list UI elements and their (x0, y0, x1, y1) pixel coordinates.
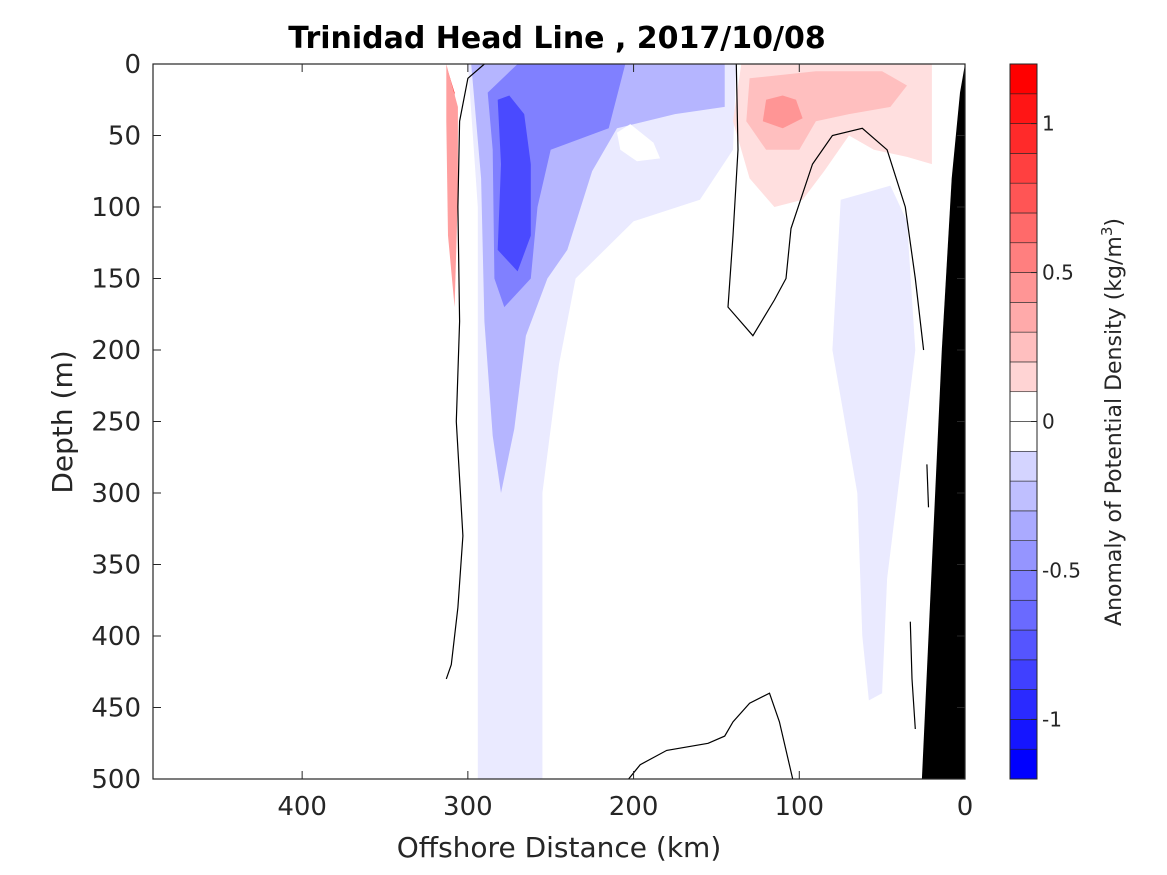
zero-contour-shelf (926, 464, 930, 508)
colorbar-band (1009, 599, 1038, 631)
y-tick-label-400: 400 (91, 622, 141, 652)
colorbar-band (1009, 302, 1038, 333)
y-tick-label-150: 150 (91, 265, 141, 295)
x-tick-label-100: 100 (774, 792, 824, 822)
colorbar-band (1009, 361, 1038, 393)
colorbar-band (1009, 242, 1038, 273)
bathymetry (921, 64, 965, 779)
colorbar-band (1009, 63, 1038, 95)
colorbar-band (1009, 480, 1038, 512)
colorbar-bands (1009, 63, 1038, 780)
y-tick-label-250: 250 (91, 408, 141, 438)
zero-contour-mid (727, 64, 925, 351)
colorbar-tick-label-0: 0 (1042, 410, 1055, 434)
x-axis: 400 300 200 100 0 (277, 64, 973, 822)
contour-region-red-band-west (446, 64, 458, 308)
y-tick-label-200: 200 (91, 336, 141, 366)
colorbar-label-superscript: 3 (1098, 227, 1116, 237)
y-tick-label-500: 500 (91, 765, 141, 795)
colorbar-label: Anomaly of Potential Density (kg/m3) (1098, 218, 1127, 626)
x-axis-label: Offshore Distance (km) (397, 831, 722, 864)
contour-region-blue-core (497, 95, 531, 272)
colorbar-tick-label-0.5: 0.5 (1042, 261, 1074, 285)
zero-contours (445, 64, 930, 779)
colorbar-band (1009, 421, 1038, 452)
colorbar-band (1009, 570, 1038, 601)
colorbar-band (1009, 272, 1038, 303)
colorbar-band (1009, 123, 1038, 154)
colorbar-band (1009, 450, 1038, 482)
x-tick-label-400: 400 (277, 792, 327, 822)
y-tick-label-350: 350 (91, 551, 141, 581)
colorbar-band (1009, 182, 1038, 214)
contour-region-white-gap (617, 124, 661, 162)
zero-contour-deep (628, 692, 794, 779)
colorbar-band (1009, 629, 1038, 661)
colorbar-label-main: Anomaly of Potential Density (kg/m (1102, 236, 1127, 626)
colorbar-band (1009, 93, 1038, 124)
colorbar-label-suffix: ) (1102, 218, 1127, 227)
x-tick-label-300: 300 (443, 792, 493, 822)
contour-region-red-core-east (762, 95, 803, 129)
bathymetry-wedge (921, 64, 965, 779)
colorbar-tick-label--1: -1 (1042, 707, 1062, 731)
colorbar-band (1009, 510, 1038, 541)
colorbar-band (1009, 748, 1038, 780)
colorbar-band (1009, 659, 1038, 690)
colorbar-band (1009, 719, 1038, 750)
y-tick-label-450: 450 (91, 694, 141, 724)
colorbar-ticks: 1 0.5 0 -0.5 -1 (1031, 112, 1081, 731)
y-tick-label-0: 0 (124, 50, 141, 80)
colorbar-tick-label-1: 1 (1042, 112, 1055, 136)
colorbar-band (1009, 153, 1038, 184)
colorbar-band (1009, 331, 1038, 363)
plot-area (152, 63, 966, 780)
y-tick-label-50: 50 (108, 122, 141, 152)
zero-contour-west (445, 64, 485, 680)
y-axis: 0 50 100 150 200 250 300 350 400 450 500 (91, 50, 965, 795)
contour-region-blue-nearshore (832, 185, 916, 701)
colorbar-band (1009, 689, 1038, 720)
colorbar-band (1009, 540, 1038, 571)
y-axis-label: Depth (m) (46, 350, 79, 493)
x-tick-label-200: 200 (609, 792, 659, 822)
colorbar-band (1009, 391, 1038, 422)
colorbar-tick-label--0.5: -0.5 (1042, 558, 1081, 582)
colorbar-band (1009, 212, 1038, 244)
x-tick-label-0: 0 (957, 792, 974, 822)
y-tick-label-100: 100 (91, 193, 141, 223)
chart-title: Trinidad Head Line , 2017/10/08 (288, 21, 825, 56)
colorbar: 1 0.5 0 -0.5 -1 (1009, 63, 1081, 780)
filled-contours (446, 64, 932, 779)
y-tick-label-300: 300 (91, 479, 141, 509)
zero-contour-slope (909, 621, 916, 730)
contour-region-red-mid-east (746, 71, 907, 150)
